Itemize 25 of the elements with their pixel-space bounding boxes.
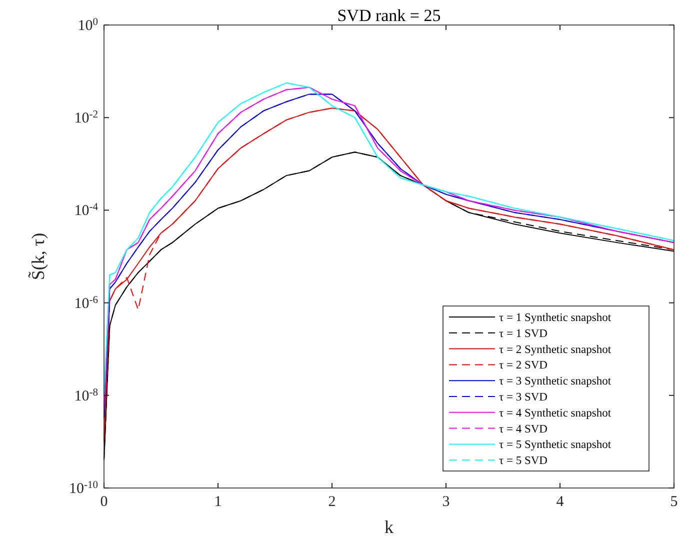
x-tick-label: 2: [328, 494, 336, 510]
y-tick-label: 10$^{-4}$: [74, 202, 99, 220]
x-tick-label: 4: [556, 494, 564, 510]
chart-title: SVD rank = 25: [337, 6, 441, 25]
legend-label: τ = 3 Synthetic snapshot: [499, 376, 612, 388]
y-tick-label: 10$^{-8}$: [74, 386, 98, 404]
legend-label: τ = 5 Synthetic snapshot: [499, 439, 612, 452]
y-tick-label: 10$^{-10}$: [69, 480, 98, 497]
y-axis-title: S̃(k, τ): [27, 232, 48, 280]
legend-label: τ = 4 SVD: [499, 423, 548, 436]
x-tick-label: 0: [100, 494, 108, 510]
legend-label: τ = 2 Synthetic snapshot: [499, 344, 612, 356]
legend-label: τ = 1 SVD: [499, 328, 548, 340]
x-axis-title: k: [384, 517, 394, 537]
legend-label: τ = 3 SVD: [499, 392, 548, 404]
legend-label: τ = 5 SVD: [499, 455, 548, 468]
legend-label: τ = 1 Synthetic snapshot: [499, 312, 612, 324]
x-tick-label: 1: [214, 494, 222, 510]
legend-label: τ = 4 Synthetic snapshot: [499, 407, 612, 420]
y-tick-label: 10$^{-6}$: [74, 294, 98, 312]
y-tick-label: 10$^{0}$: [78, 16, 98, 34]
y-tick-label: 10$^{-2}$: [74, 109, 98, 127]
x-tick-label: 3: [442, 494, 450, 510]
legend-label: τ = 2 SVD: [499, 360, 548, 372]
x-tick-label: 5: [670, 494, 678, 510]
